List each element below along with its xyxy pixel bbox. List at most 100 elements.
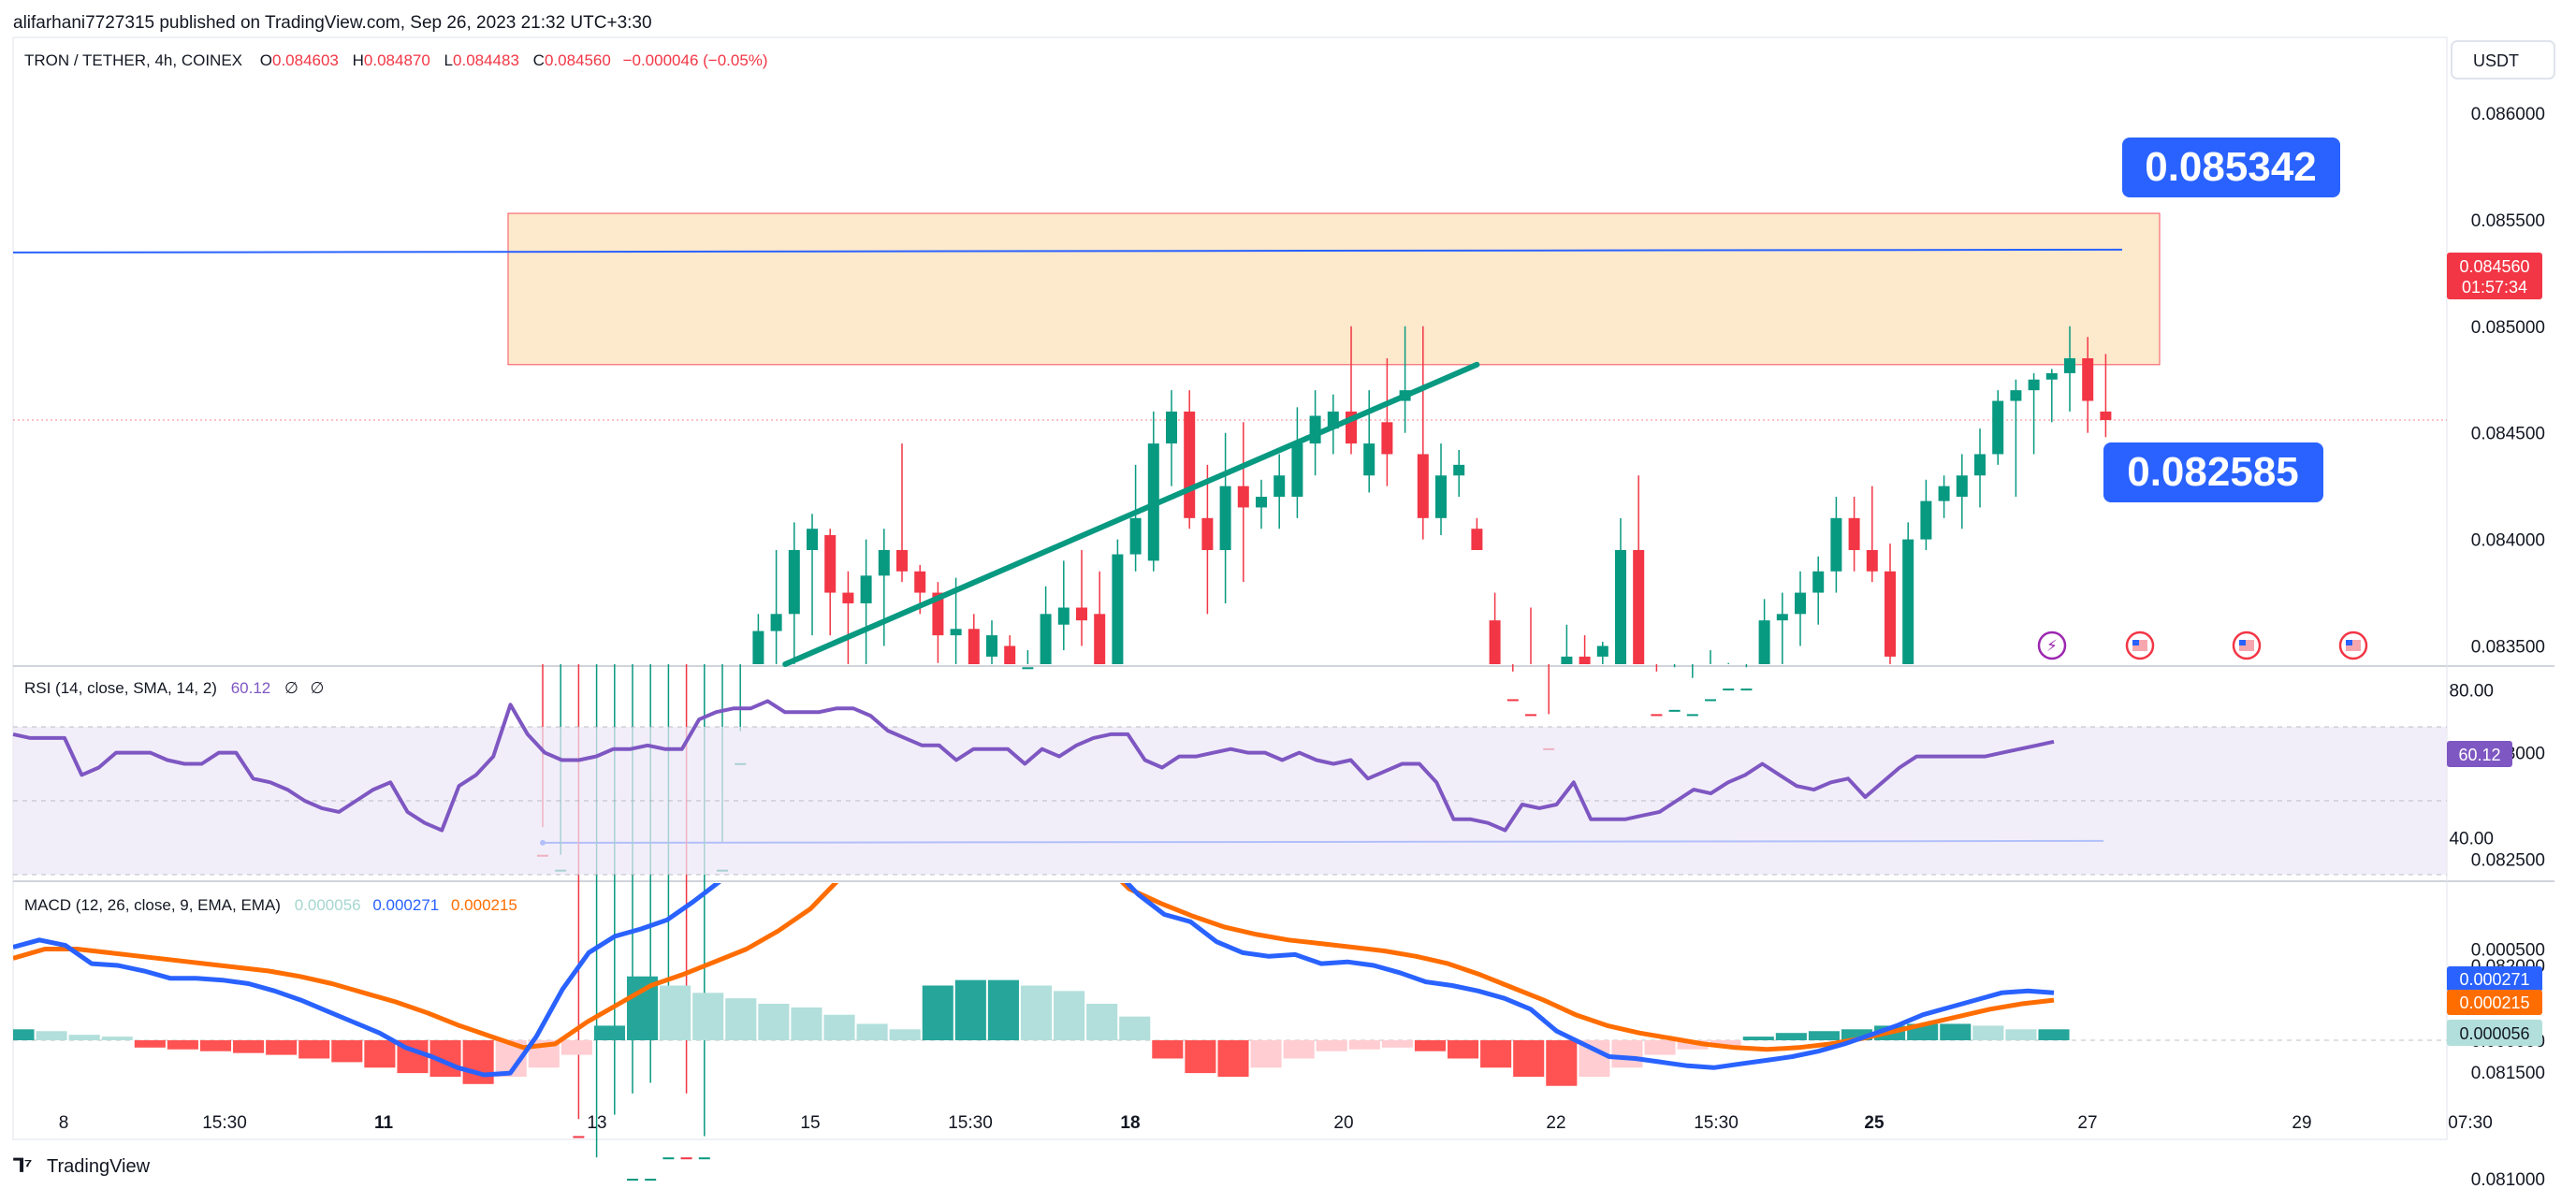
macd-histogram-bar <box>13 1029 35 1040</box>
candle <box>1974 428 1986 508</box>
candle <box>752 614 764 664</box>
candle <box>1956 454 1968 529</box>
macd-histogram-bar <box>298 1040 330 1059</box>
candle <box>1417 326 1429 540</box>
rsi-tick-label: 80.00 <box>2449 682 2494 702</box>
time-tick-label: 13 <box>587 1113 606 1133</box>
candle <box>1291 407 1303 518</box>
price-tick-label: 0.085000 <box>2471 318 2545 338</box>
candle <box>1381 357 1393 486</box>
candle <box>2064 326 2075 412</box>
price-axis[interactable]: 0.086000 0.085500 0.085000 0.084500 0.084000… <box>2449 105 2545 1189</box>
candle <box>1273 454 1286 529</box>
macd-histogram-bar <box>1086 1004 1118 1040</box>
candle <box>1057 560 1070 651</box>
macd-line[interactable] <box>13 658 2055 1078</box>
time-tick-label: 22 <box>1546 1113 1565 1133</box>
time-tick-label: 15:30 <box>1694 1113 1739 1133</box>
last-price-text: 0.084560 <box>2459 257 2529 276</box>
candle <box>2010 379 2022 498</box>
support-price-label[interactable]: 0.082585 <box>2103 442 2323 502</box>
time-tick-label: 29 <box>2292 1113 2311 1133</box>
resistance-price-label[interactable]: 0.085342 <box>2122 138 2340 197</box>
macd-histogram-bar <box>823 1014 855 1040</box>
us-flag-event-icon-2[interactable] <box>2232 631 2262 660</box>
resistance-line[interactable] <box>12 248 2123 254</box>
macd-pane <box>13 658 2447 1086</box>
macd-macd-value: 0.000271 <box>372 896 439 914</box>
price-tick-label: 0.084500 <box>2471 425 2545 444</box>
resistance-price-text: 0.085342 <box>2145 144 2317 190</box>
currency-button[interactable]: USDT <box>2451 40 2555 80</box>
candle <box>1489 592 1501 664</box>
us-flag-event-icon-3[interactable] <box>2338 631 2368 660</box>
countdown-text: 01:57:34 <box>2462 278 2527 297</box>
macd-histogram-bar <box>1152 1040 1184 1059</box>
candle <box>1795 571 1806 646</box>
candle <box>1740 664 1753 691</box>
lightning-event-icon[interactable]: ⚡ <box>2037 631 2067 660</box>
macd-signal-line[interactable] <box>13 712 2055 1052</box>
candle <box>1579 635 1591 664</box>
macd-histogram-bar <box>791 1007 822 1040</box>
candle <box>2100 354 2112 438</box>
symbol-name[interactable]: TRON / TETHER, 4h, COINEX <box>24 51 242 69</box>
candle <box>1525 607 1536 717</box>
macd-histogram-bar <box>1185 1040 1216 1074</box>
candle <box>1022 650 1034 670</box>
support-price-text: 0.082585 <box>2127 449 2299 495</box>
macd-histogram-bar <box>1316 1040 1347 1051</box>
plot-border <box>12 36 2448 1140</box>
tradingview-brand: TradingView <box>47 1156 151 1177</box>
candle <box>2082 337 2094 433</box>
tradingview-logo[interactable]: ⅂⁷ TradingView <box>13 1155 151 1177</box>
rsi-legend[interactable]: RSI (14, close, SMA, 14, 2) 60.12 ∅ ∅ <box>24 679 324 697</box>
candle <box>842 571 854 664</box>
h-value: 0.084870 <box>364 51 430 69</box>
macd-histogram-bar <box>1742 1037 1774 1040</box>
candle <box>1938 475 1950 518</box>
rsi-extra-1: ∅ <box>284 679 298 697</box>
signal-label-text: 0.000215 <box>2459 993 2529 1012</box>
time-axis[interactable]: 8 15:30 11 13 15 15:30 18 20 22 15:30 25 27 29 07:30 <box>59 1113 2493 1133</box>
macd-title: MACD (12, 26, close, 9, EMA, EMA) <box>24 896 281 914</box>
rsi-value-label-text: 60.12 <box>2458 746 2500 764</box>
price-tick-label: 0.081000 <box>2471 1170 2545 1189</box>
macd-histogram-bar <box>954 979 986 1040</box>
currency-button-label[interactable]: USDT <box>2473 51 2519 70</box>
candle <box>1004 635 1016 664</box>
macd-histogram-bar <box>889 1029 921 1040</box>
time-tick-label: 07:30 <box>2448 1113 2493 1133</box>
candle <box>1902 522 1914 664</box>
rsi-line[interactable] <box>12 699 2055 833</box>
time-tick-label: 27 <box>2077 1113 2097 1133</box>
published-line: alifarhani7727315 published on TradingVi… <box>13 13 652 33</box>
macd-histogram-bar <box>199 1040 232 1051</box>
us-flag-event-icon[interactable] <box>2125 631 2155 660</box>
macd-histogram-bar <box>1808 1031 1840 1040</box>
candle <box>1686 664 1698 717</box>
macd-histogram-bar <box>1020 985 1053 1040</box>
macd-histogram-bar <box>36 1031 67 1040</box>
c-label: C <box>533 51 545 69</box>
candle <box>788 522 800 664</box>
macd-histogram-bar <box>1250 1040 1282 1068</box>
svg-text:TRON / TETHER, 4h, COINEX: TRON / TETHER, 4h, COINEX O0.084603 H0.0… <box>24 51 768 69</box>
price-tick-label: 0.082500 <box>2471 850 2545 870</box>
hist-label-text: 0.000056 <box>2459 1024 2529 1043</box>
macd-histogram-bar <box>1448 1040 1479 1059</box>
resistance-zone[interactable] <box>507 212 2161 366</box>
candle <box>1758 599 1770 664</box>
candle <box>1866 486 1878 583</box>
candle <box>1166 390 1177 486</box>
symbol-legend[interactable]: TRON / TETHER, 4h, COINEX O0.084603 H0.0… <box>24 51 768 69</box>
macd-histogram-bar <box>922 985 953 1040</box>
trendline[interactable] <box>782 361 1480 667</box>
macd-histogram-bar <box>1381 1040 1413 1048</box>
macd-legend[interactable]: MACD (12, 26, close, 9, EMA, EMA) 0.0000… <box>24 896 517 914</box>
macd-histogram-bar <box>1513 1040 1545 1077</box>
macd-histogram-bar <box>1414 1040 1447 1051</box>
time-tick-label: 20 <box>1333 1113 1353 1133</box>
event-icons[interactable]: ⚡ <box>2037 631 2368 660</box>
macd-histogram-bar <box>233 1040 265 1053</box>
